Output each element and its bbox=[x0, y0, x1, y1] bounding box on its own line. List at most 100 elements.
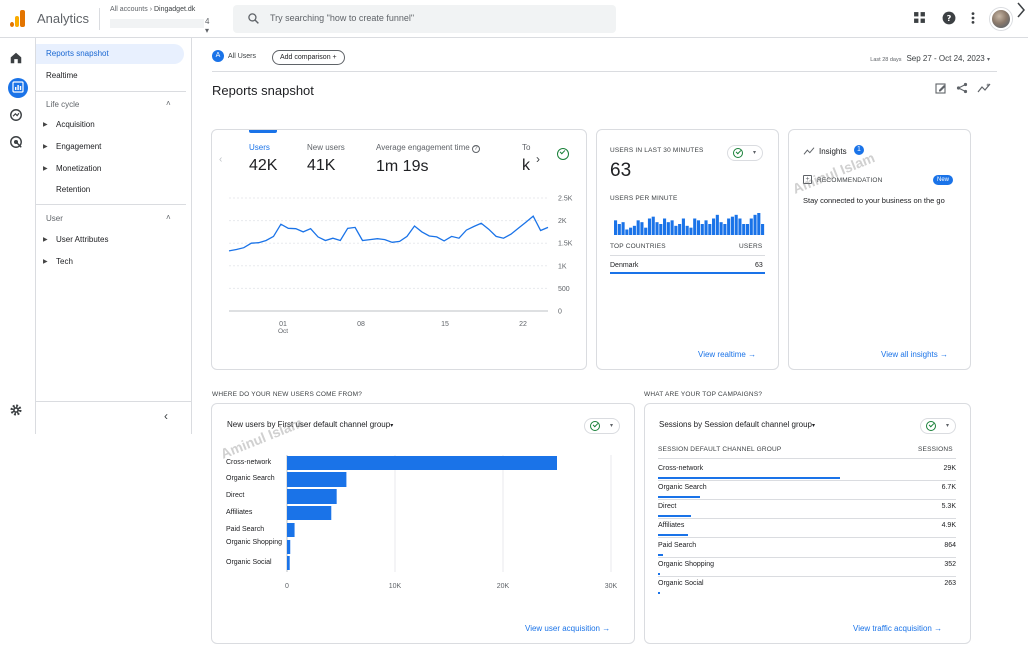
new-users-compare-button[interactable]: ▾ bbox=[584, 418, 620, 434]
chevron-left-icon[interactable]: ‹ bbox=[219, 154, 223, 165]
nav-divider bbox=[36, 204, 186, 205]
view-traffic-acquisition-link[interactable]: View traffic acquisition → bbox=[853, 624, 943, 633]
insights-title: Insights bbox=[819, 147, 847, 156]
x-tick-label: 22 bbox=[519, 321, 527, 328]
per-minute-bar bbox=[640, 222, 644, 235]
search-input[interactable]: Try searching "how to create funnel" bbox=[270, 13, 415, 23]
table-row[interactable]: Direct 5.3K bbox=[658, 500, 956, 519]
help-icon[interactable]: ? bbox=[942, 11, 956, 25]
metric-users[interactable]: Users 42K bbox=[249, 143, 278, 174]
property-name-redacted bbox=[110, 19, 204, 28]
search-bar[interactable]: Try searching "how to create funnel" bbox=[233, 5, 616, 33]
channel-label: Organic Social bbox=[226, 559, 272, 566]
row-divider bbox=[658, 480, 956, 481]
col-sessions[interactable]: SESSIONS bbox=[918, 446, 953, 453]
reports-icon[interactable] bbox=[12, 81, 24, 93]
share-icon[interactable] bbox=[956, 82, 968, 94]
metric-new-users[interactable]: New users 41K bbox=[307, 143, 345, 174]
insights-card bbox=[788, 129, 971, 370]
new-users-dimension-dropdown[interactable]: New users by First user default channel … bbox=[227, 420, 394, 429]
row-sessions-value: 352 bbox=[944, 561, 956, 568]
table-row[interactable]: Paid Search 864 bbox=[658, 539, 956, 558]
metric-avg-engagement[interactable]: Average engagement time ? 1m 19s bbox=[376, 143, 480, 176]
per-minute-bar bbox=[730, 216, 734, 235]
x-tick-label: 15 bbox=[441, 321, 449, 328]
nav-realtime[interactable]: Realtime bbox=[46, 71, 78, 80]
all-users-chip[interactable]: A All Users bbox=[212, 50, 256, 64]
nav-section-lifecycle[interactable]: Life cycle bbox=[46, 100, 80, 109]
view-realtime-link[interactable]: View realtime → bbox=[698, 350, 757, 359]
advertising-icon[interactable] bbox=[9, 135, 23, 149]
sessions-dimension-dropdown[interactable]: Sessions by Session default channel grou… bbox=[659, 420, 816, 429]
view-user-acquisition-link[interactable]: View user acquisition → bbox=[525, 624, 611, 633]
per-minute-bar bbox=[681, 218, 685, 235]
nav-tech[interactable]: ▶ Tech bbox=[36, 252, 184, 272]
country-name: Denmark bbox=[610, 262, 639, 269]
row-channel-name: Organic Search bbox=[658, 484, 707, 491]
compare-check-icon[interactable] bbox=[557, 148, 571, 162]
all-accounts-link[interactable]: All accounts bbox=[110, 6, 148, 13]
realtime-users-value: 63 bbox=[610, 160, 632, 181]
caret-down-icon: ▾ bbox=[390, 423, 394, 429]
nav-engagement[interactable]: ▶ Engagement bbox=[36, 137, 184, 157]
col-session-group[interactable]: SESSION DEFAULT CHANNEL GROUP bbox=[658, 446, 782, 453]
apps-grid-icon[interactable] bbox=[913, 11, 926, 24]
per-minute-bar bbox=[757, 213, 761, 235]
add-comparison-button[interactable]: Add comparison + bbox=[272, 50, 345, 65]
customize-report-icon[interactable] bbox=[935, 82, 947, 94]
home-icon[interactable] bbox=[9, 51, 23, 65]
insights-trend-icon[interactable] bbox=[977, 82, 991, 94]
property-selector[interactable]: 4 ▾ bbox=[110, 17, 210, 35]
chevron-right-icon[interactable]: › bbox=[536, 152, 540, 166]
chevron-up-icon[interactable]: ˄ bbox=[166, 213, 171, 222]
analytics-logo-icon[interactable] bbox=[10, 10, 26, 27]
x-tick-label: 08 bbox=[357, 321, 365, 328]
view-all-insights-link[interactable]: View all insights → bbox=[881, 350, 949, 359]
app-title: Analytics bbox=[37, 11, 90, 26]
help-outline-icon: ? bbox=[471, 145, 480, 153]
check-circle-icon bbox=[926, 421, 936, 431]
per-minute-bar bbox=[727, 218, 731, 235]
sessions-compare-button[interactable]: ▾ bbox=[920, 418, 956, 434]
row-progress-bar bbox=[658, 515, 691, 517]
date-range-picker[interactable]: Last 28 days Sep 27 - Oct 24, 2023 ▾ bbox=[870, 54, 990, 63]
nav-user-attributes[interactable]: ▶ User Attributes bbox=[36, 230, 184, 250]
nav-monetization[interactable]: ▶ Monetization bbox=[36, 159, 184, 179]
nav-retention[interactable]: Retention bbox=[56, 185, 91, 194]
table-row[interactable]: Affiliates 4.9K bbox=[658, 519, 956, 538]
per-minute-bar bbox=[712, 218, 716, 235]
channel-label: Paid Search bbox=[226, 526, 265, 533]
chevron-up-icon[interactable]: ˄ bbox=[166, 99, 171, 108]
table-row[interactable]: Organic Social 263 bbox=[658, 577, 956, 596]
metric-truncated[interactable]: To k bbox=[522, 143, 531, 174]
more-vert-icon[interactable] bbox=[970, 11, 976, 25]
insight-text[interactable]: Stay connected to your business on the g… bbox=[803, 196, 945, 205]
user-avatar[interactable] bbox=[990, 8, 1012, 30]
chevron-right-icon[interactable] bbox=[1016, 2, 1026, 18]
active-metric-indicator bbox=[249, 130, 277, 133]
nav-acquisition[interactable]: ▶ Acquisition bbox=[36, 115, 184, 135]
nav-reports-snapshot[interactable]: Reports snapshot bbox=[36, 44, 184, 64]
x-tick-label: 30K bbox=[605, 583, 618, 590]
account-breadcrumb[interactable]: All accounts › Dingadget.dk bbox=[110, 6, 195, 13]
table-row[interactable]: Organic Search 6.7K bbox=[658, 481, 956, 500]
admin-gear-icon[interactable] bbox=[9, 403, 23, 417]
table-row[interactable]: Organic Shopping 352 bbox=[658, 558, 956, 577]
header-divider bbox=[99, 8, 100, 30]
explore-icon[interactable] bbox=[9, 108, 23, 122]
table-divider bbox=[610, 255, 765, 256]
realtime-compare-button[interactable]: ▾ bbox=[727, 145, 763, 161]
channel-bar bbox=[287, 489, 337, 504]
nav-section-user[interactable]: User bbox=[46, 214, 63, 223]
per-minute-bar bbox=[614, 220, 618, 235]
table-row[interactable]: Cross-network 29K bbox=[658, 462, 956, 481]
chevron-down-icon: ▾ bbox=[945, 423, 949, 429]
channel-label: Cross-network bbox=[226, 459, 272, 466]
per-minute-bar bbox=[753, 214, 757, 235]
collapse-nav-icon[interactable]: ‹ bbox=[164, 409, 168, 423]
chevron-down-icon: ▾ bbox=[752, 150, 756, 156]
account-name[interactable]: Dingadget.dk bbox=[154, 6, 196, 13]
x-tick-sublabel: Oct bbox=[278, 328, 288, 335]
